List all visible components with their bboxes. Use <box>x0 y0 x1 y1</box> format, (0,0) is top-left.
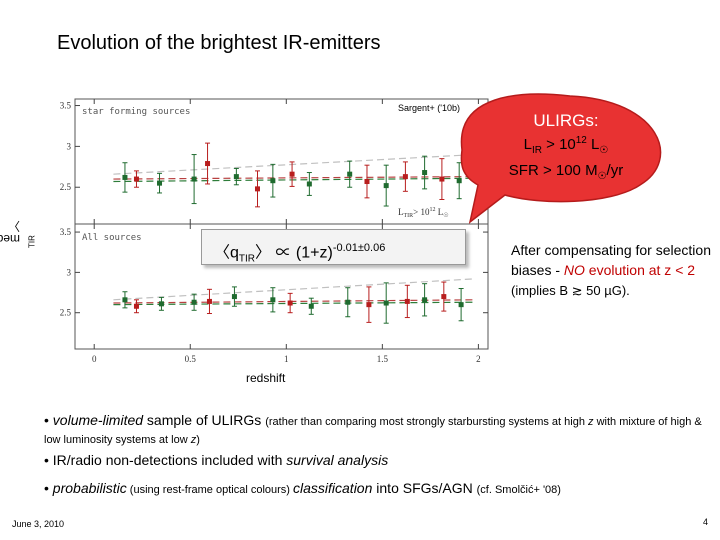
panel-top-label: star forming sources <box>82 107 190 117</box>
panel-top-frame <box>74 98 489 225</box>
data-point <box>205 161 211 167</box>
y-tick-label: 2.5 <box>60 182 72 192</box>
x-tick-label: 0.5 <box>185 354 197 364</box>
page-number: 4 <box>702 517 708 527</box>
data-point <box>287 300 293 306</box>
y-tick-label: 2.5 <box>60 308 72 318</box>
footer-date: June 3, 2010 <box>12 519 65 529</box>
slide-title: Evolution of the brightest IR-emitters <box>57 32 381 54</box>
bullet-survival-analysis: • IR/radio non-detections included with … <box>44 452 389 468</box>
data-point <box>366 302 372 308</box>
trend-line <box>113 177 475 183</box>
data-point <box>439 176 445 182</box>
trend-line <box>113 299 475 304</box>
bullet-classification: • probabilistic (using rest-frame optica… <box>44 480 561 496</box>
data-point <box>458 302 464 308</box>
data-point <box>206 298 212 304</box>
y-tick-label: 3.5 <box>60 227 72 237</box>
trend-line <box>113 153 475 175</box>
data-point <box>289 171 295 177</box>
x-tick-label: 1.5 <box>377 354 389 364</box>
x-axis-label: redshift <box>246 371 286 385</box>
data-point <box>270 178 276 184</box>
data-point <box>347 171 353 177</box>
data-point <box>422 170 428 176</box>
data-point <box>383 183 389 189</box>
data-point <box>122 174 128 180</box>
ulirg-sfr-line: SFR > 100 M☉/yr <box>508 162 624 182</box>
data-point <box>456 178 462 184</box>
y-tick-label: 3 <box>67 141 72 151</box>
trend-line <box>113 278 475 301</box>
data-point <box>231 294 237 300</box>
data-point <box>270 297 276 303</box>
data-point <box>133 176 139 182</box>
data-point <box>308 303 314 309</box>
trend-line <box>113 301 475 306</box>
y-tick-label: 3.5 <box>60 101 72 111</box>
y-tick-label: 3 <box>67 267 72 277</box>
data-point <box>422 297 428 303</box>
panel-top-luminosity-note: LTIR> 1012 L☉ <box>398 207 449 219</box>
citation-label: Sargent+ ('10b) <box>398 103 461 113</box>
data-point <box>254 186 260 192</box>
x-tick-label: 1 <box>284 354 289 364</box>
data-point <box>402 174 408 180</box>
ulirg-callout: ULIRGs: LIR > 1012 L☉ SFR > 100 M☉/yr <box>486 111 646 187</box>
x-tick-label: 0 <box>92 354 97 364</box>
panel-bottom-frame <box>74 223 489 350</box>
data-point <box>364 179 370 185</box>
data-point <box>158 301 164 307</box>
ulirg-callout-bubble <box>460 93 662 224</box>
data-point <box>441 294 447 300</box>
compensation-note: After compensating for selection biases … <box>511 242 711 298</box>
data-point <box>191 176 197 182</box>
data-point <box>191 299 197 305</box>
ulirg-luminosity-line: LIR > 1012 L☉ <box>523 135 609 156</box>
data-point <box>157 180 163 186</box>
data-point <box>233 174 239 180</box>
data-point <box>383 300 389 306</box>
ulirg-heading: ULIRGs: <box>533 111 599 130</box>
evolution-formula-box: 〈qTIR〉 ∝ (1+z)-0.01±0.06 <box>201 229 466 265</box>
panel-bottom-label: All sources <box>82 233 142 243</box>
data-point <box>133 303 139 309</box>
bullet-volume-limited: • volume-limited sample of ULIRGs (rathe… <box>44 412 702 446</box>
data-point <box>404 298 410 304</box>
x-tick-label: 2 <box>476 354 481 364</box>
data-point <box>122 297 128 303</box>
data-point <box>345 299 351 305</box>
trend-line <box>113 176 475 180</box>
data-point <box>306 181 312 187</box>
